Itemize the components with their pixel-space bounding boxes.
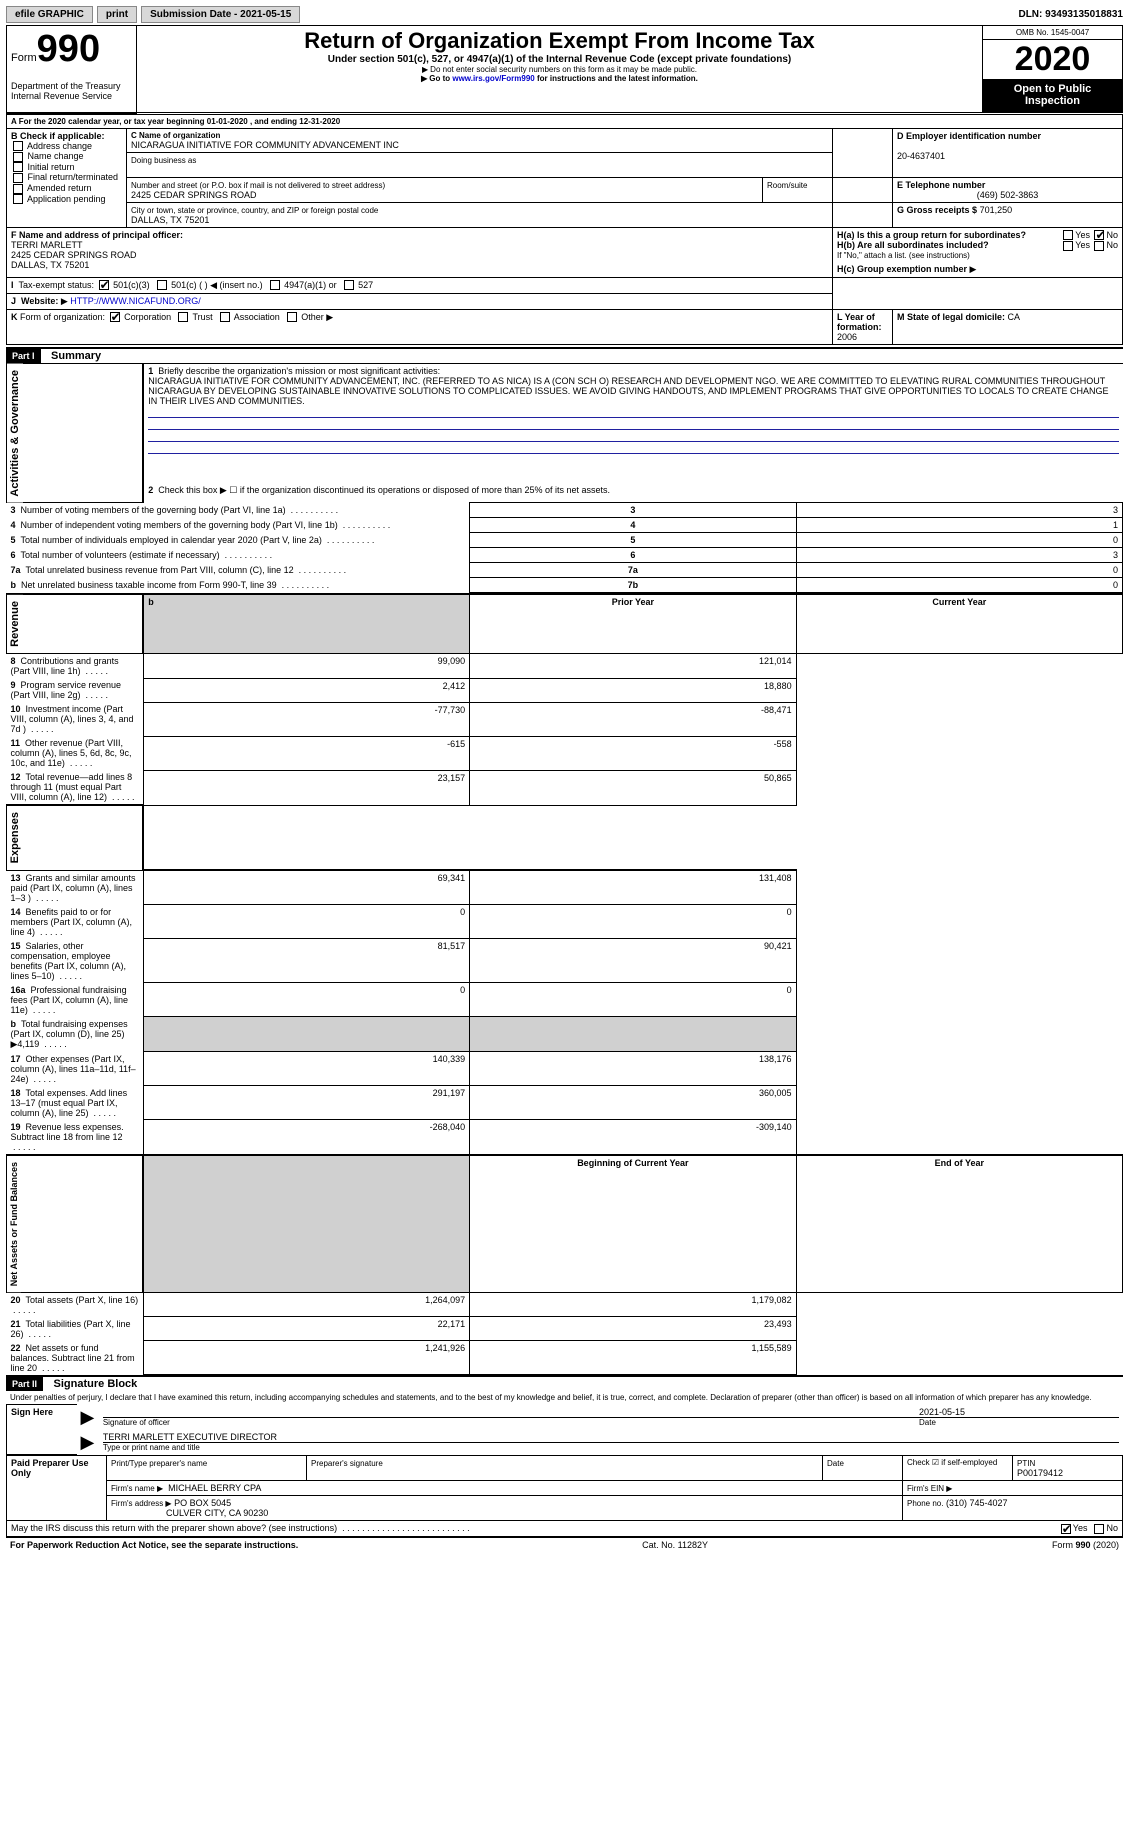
table-row: 3 Number of voting members of the govern… [7, 503, 1123, 518]
section-a: A For the 2020 calendar year, or tax yea… [6, 114, 1123, 345]
box-e: E Telephone number(469) 502-3863 [893, 177, 1123, 202]
form-header: Form990 Department of the Treasury Inter… [6, 25, 1123, 114]
discuss-line: May the IRS discuss this return with the… [7, 1521, 1123, 1537]
table-row: 13 Grants and similar amounts paid (Part… [7, 870, 1123, 905]
dba: Doing business as [127, 152, 833, 177]
part1-header: Part I [6, 349, 41, 363]
print-button[interactable]: print [97, 6, 137, 23]
tax-year-line: A For the 2020 calendar year, or tax yea… [7, 114, 1123, 128]
checkbox-item: Final return/terminated [11, 172, 122, 183]
sign-arrow-icon: ▶ [77, 1405, 99, 1430]
line2: 2 Check this box ▶ ☐ if the organization… [143, 483, 1122, 503]
box-c: C Name of organization NICARAGUA INITIAT… [127, 128, 833, 152]
top-toolbar: efile GRAPHIC print Submission Date - 20… [6, 6, 1123, 23]
preparer-table: Paid Preparer Use Only Print/Type prepar… [6, 1455, 1123, 1537]
section-governance-label: Activities & Governance [7, 364, 23, 503]
box-h: H(a) Is this a group return for subordin… [833, 227, 1123, 262]
sign-here-label: Sign Here [7, 1405, 77, 1455]
paperwork-notice: For Paperwork Reduction Act Notice, see … [10, 1540, 298, 1550]
submission-date: Submission Date - 2021-05-15 [141, 6, 300, 23]
efile-button[interactable]: efile GRAPHIC [6, 6, 93, 23]
table-row: b Net unrelated business taxable income … [7, 578, 1123, 593]
table-row: 20 Total assets (Part X, line 16) . . . … [7, 1292, 1123, 1317]
sign-arrow-icon: ▶ [77, 1430, 99, 1455]
paid-preparer-label: Paid Preparer Use Only [7, 1456, 107, 1521]
dln: DLN: 93493135018831 [1018, 9, 1123, 20]
box-f: F Name and address of principal officer:… [7, 227, 833, 277]
box-l: L Year of formation: 2006 [833, 309, 893, 344]
signature-table: Sign Here ▶ 2021-05-15 Signature of offi… [6, 1404, 1123, 1455]
box-g: G Gross receipts $ 701,250 [893, 202, 1123, 227]
table-row: 12 Total revenue—add lines 8 through 11 … [7, 770, 1123, 805]
room-suite: Room/suite [763, 177, 833, 202]
checkbox-item: Amended return [11, 183, 122, 194]
perjury-text: Under penalties of perjury, I declare th… [6, 1391, 1123, 1404]
table-row: 17 Other expenses (Part IX, column (A), … [7, 1052, 1123, 1086]
section-netassets-label: Net Assets or Fund Balances [7, 1156, 21, 1292]
box-j: J Website: ▶ HTTP://WWW.NICAFUND.ORG/ [7, 293, 833, 309]
section-revenue-label: Revenue [7, 595, 23, 653]
section-expenses-label: Expenses [7, 806, 23, 869]
form-ref: Form 990 (2020) [1052, 1540, 1119, 1550]
col-prior: Prior Year [470, 594, 796, 653]
box-hc: H(c) Group exemption number ▶ [833, 262, 1123, 278]
cat-no: Cat. No. 11282Y [642, 1540, 708, 1550]
table-row: 10 Investment income (Part VIII, column … [7, 702, 1123, 736]
table-row: b Total fundraising expenses (Part IX, c… [7, 1017, 1123, 1052]
part1-table: Activities & Governance 1 Briefly descri… [6, 363, 1123, 1376]
page-footer: For Paperwork Reduction Act Notice, see … [6, 1537, 1123, 1552]
part2-title: Signature Block [46, 1378, 138, 1390]
table-row: 8 Contributions and grants (Part VIII, l… [7, 654, 1123, 679]
table-row: 16a Professional fundraising fees (Part … [7, 983, 1123, 1017]
table-row: 4 Number of independent voting members o… [7, 518, 1123, 533]
part2-header: Part II [6, 1377, 43, 1391]
line1: 1 Briefly describe the organization's mi… [143, 363, 1122, 483]
checkbox-item: Name change [11, 151, 122, 162]
table-row: 18 Total expenses. Add lines 13–17 (must… [7, 1086, 1123, 1120]
box-b: B Check if applicable: Address change Na… [7, 128, 127, 227]
table-row: 19 Revenue less expenses. Subtract line … [7, 1120, 1123, 1155]
street-address: Number and street (or P.O. box if mail i… [127, 177, 763, 202]
checkbox-item: Address change [11, 141, 122, 152]
col-begin: Beginning of Current Year [470, 1155, 796, 1293]
table-row: 21 Total liabilities (Part X, line 26) .… [7, 1317, 1123, 1341]
col-end: End of Year [796, 1155, 1122, 1293]
table-row: 6 Total number of volunteers (estimate i… [7, 548, 1123, 563]
form-title-block: Return of Organization Exempt From Incom… [137, 26, 983, 112]
box-d: D Employer identification number 20-4637… [893, 128, 1123, 177]
table-row: 22 Net assets or fund balances. Subtract… [7, 1341, 1123, 1375]
checkbox-item: Application pending [11, 194, 122, 205]
table-row: 11 Other revenue (Part VIII, column (A),… [7, 736, 1123, 770]
website-link[interactable]: HTTP://WWW.NICAFUND.ORG/ [70, 296, 201, 306]
col-current: Current Year [796, 594, 1122, 653]
table-row: 9 Program service revenue (Part VIII, li… [7, 678, 1123, 702]
part1-title: Summary [43, 350, 101, 362]
city-state: City or town, state or province, country… [127, 202, 833, 227]
year-block: OMB No. 1545-0047 2020 Open to Public In… [983, 26, 1123, 112]
table-row: 7a Total unrelated business revenue from… [7, 563, 1123, 578]
box-i: I Tax-exempt status: 501(c)(3) 501(c) ( … [7, 277, 833, 293]
table-row: 14 Benefits paid to or for members (Part… [7, 905, 1123, 939]
table-row: 15 Salaries, other compensation, employe… [7, 939, 1123, 983]
box-m: M State of legal domicile: CA [893, 309, 1123, 344]
table-row: 5 Total number of individuals employed i… [7, 533, 1123, 548]
checkbox-item: Initial return [11, 162, 122, 173]
box-k: K Form of organization: Corporation Trus… [7, 309, 833, 344]
irs-link[interactable]: www.irs.gov/Form990 [452, 74, 534, 83]
form-id: Form990 Department of the Treasury Inter… [7, 26, 137, 113]
